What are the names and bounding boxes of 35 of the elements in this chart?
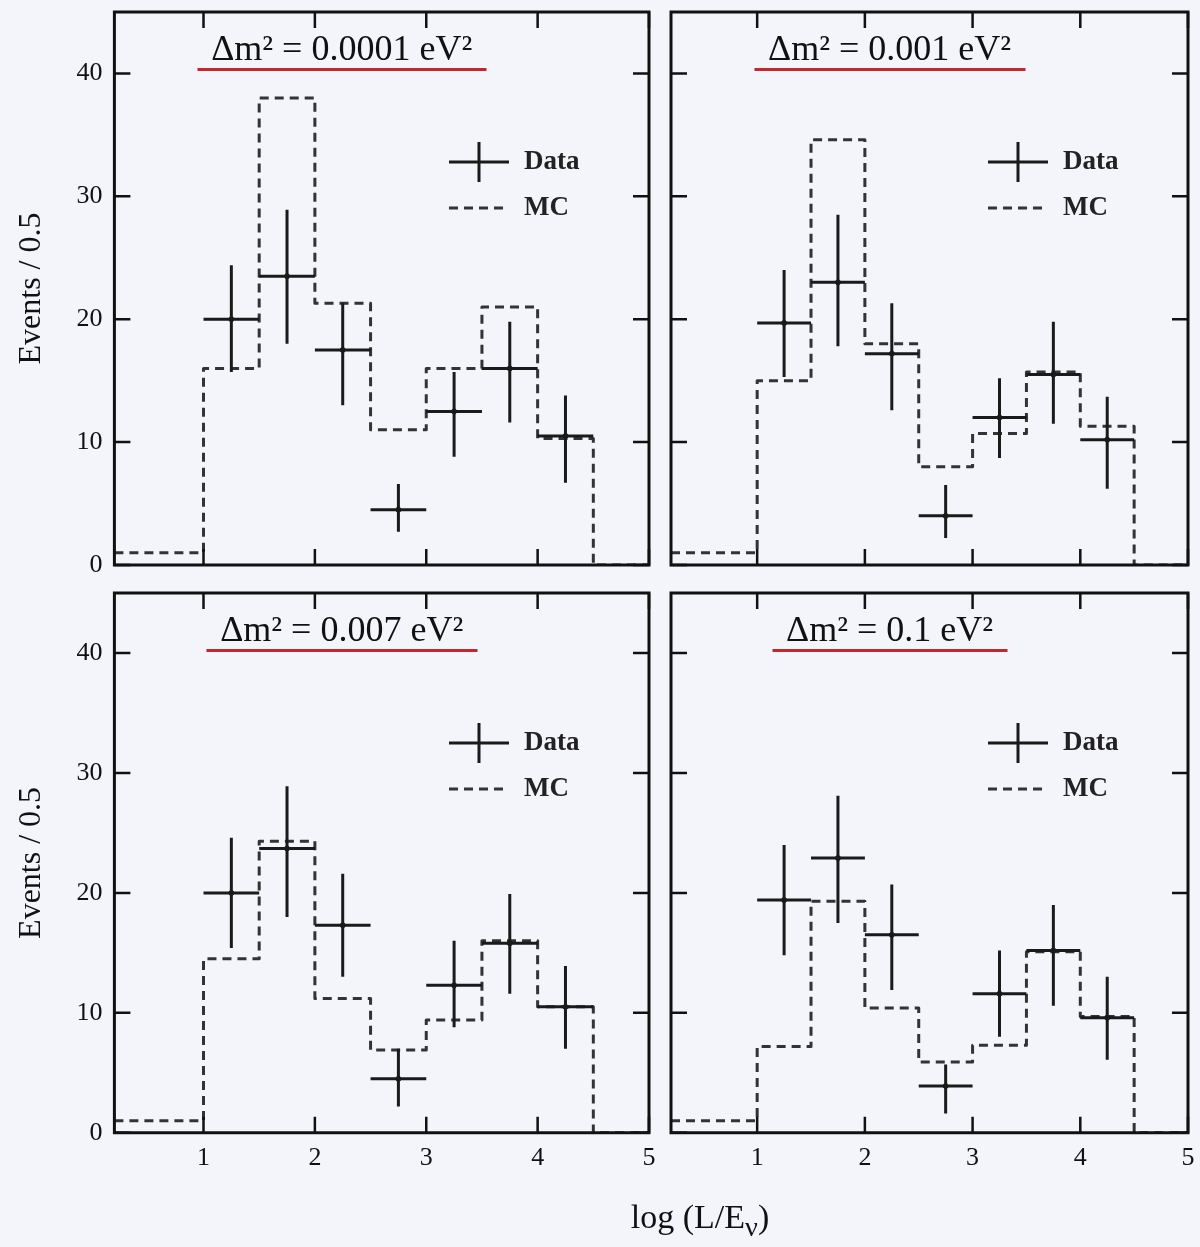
legend-label: MC	[524, 771, 569, 802]
y-tick-label: 40	[76, 636, 103, 666]
x-tick-label: 5	[1181, 1142, 1195, 1172]
legend-label: Data	[1063, 144, 1119, 175]
y-axis-title: Events / 0.5	[10, 786, 47, 939]
y-tick-label: 0	[89, 548, 103, 578]
legend-label: Data	[524, 144, 580, 175]
y-tick-label: 20	[76, 876, 103, 906]
y-tick-label: 10	[76, 996, 103, 1026]
x-tick-label: 5	[642, 1142, 656, 1172]
legend-label: MC	[1063, 771, 1108, 802]
y-tick-label: 20	[76, 303, 103, 333]
x-tick-label: 3	[419, 1142, 433, 1172]
x-tick-label: 2	[308, 1142, 322, 1172]
text: Δm² = 0.1 eV²	[771, 609, 1008, 652]
y-tick-label: 30	[76, 180, 103, 210]
legend-label: MC	[1063, 190, 1108, 221]
x-tick-label: 2	[858, 1142, 872, 1172]
y-tick-label: 40	[76, 57, 103, 87]
text: Δm² = 0.007 eV²	[206, 609, 478, 652]
y-tick-label: 0	[89, 1116, 103, 1146]
y-tick-label: 10	[76, 425, 103, 455]
text: Δm² = 0.001 eV²	[753, 28, 1026, 71]
legend-label: Data	[1063, 725, 1119, 756]
y-axis-title: Events / 0.5	[10, 212, 47, 365]
legend-label: Data	[524, 725, 580, 756]
x-tick-label: 4	[1073, 1142, 1087, 1172]
y-tick-label: 30	[76, 756, 103, 786]
x-tick-label: 1	[750, 1142, 764, 1172]
legend-label: MC	[524, 190, 569, 221]
text: Δm² = 0.0001 eV²	[197, 28, 487, 71]
x-tick-label: 4	[531, 1142, 545, 1172]
x-tick-label: 3	[966, 1142, 980, 1172]
x-tick-label: 1	[197, 1142, 210, 1172]
x-axis-title: log (L/E$_{ν}$)	[630, 1198, 770, 1243]
